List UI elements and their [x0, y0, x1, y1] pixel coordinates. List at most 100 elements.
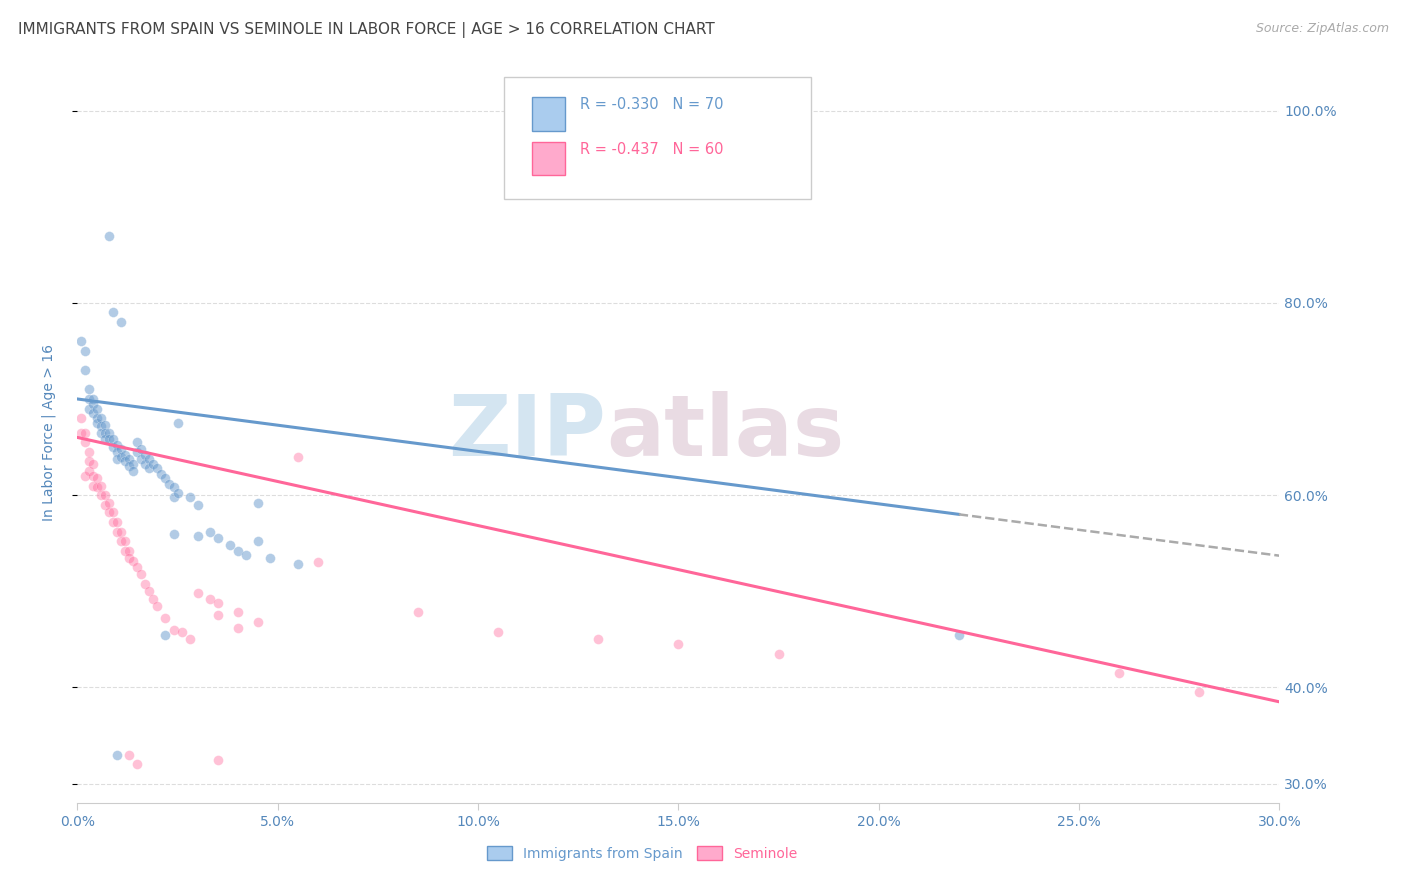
Point: [114, 448, 136, 462]
Point: [110, 442, 132, 456]
Point: [79, 392, 101, 406]
Point: [134, 448, 156, 462]
Point: [138, 584, 160, 599]
Point: [207, 532, 229, 546]
Point: [82, 397, 104, 411]
Point: [179, 490, 201, 504]
Point: [86, 411, 108, 425]
Point: [79, 464, 101, 478]
Point: [110, 450, 132, 464]
Point: [287, 450, 309, 464]
Point: [131, 442, 153, 456]
Point: [235, 548, 257, 562]
Point: [118, 544, 141, 558]
Point: [118, 747, 141, 762]
Point: [122, 553, 145, 567]
Point: [155, 611, 177, 625]
Point: [127, 560, 149, 574]
Text: R = -0.437   N = 60: R = -0.437 N = 60: [579, 142, 723, 157]
Point: [142, 591, 165, 606]
Point: [1108, 665, 1130, 680]
Point: [98, 505, 121, 519]
Point: [118, 459, 141, 474]
Point: [70, 411, 93, 425]
Point: [166, 486, 188, 500]
Point: [98, 228, 121, 243]
Point: [131, 566, 153, 581]
Point: [103, 440, 125, 454]
Point: [90, 425, 112, 440]
Point: [90, 411, 112, 425]
Point: [70, 425, 93, 440]
Point: [82, 458, 104, 472]
Point: [198, 524, 221, 539]
Point: [127, 445, 149, 459]
Text: IMMIGRANTS FROM SPAIN VS SEMINOLE IN LABOR FORCE | AGE > 16 CORRELATION CHART: IMMIGRANTS FROM SPAIN VS SEMINOLE IN LAB…: [18, 22, 716, 38]
Point: [75, 425, 97, 440]
Point: [118, 451, 141, 466]
Point: [94, 425, 117, 440]
Point: [146, 599, 169, 613]
Point: [170, 624, 193, 639]
Point: [98, 425, 121, 440]
Point: [162, 526, 184, 541]
Point: [246, 534, 269, 549]
Point: [86, 471, 108, 485]
Point: [146, 461, 169, 475]
Point: [82, 392, 104, 406]
Point: [948, 627, 970, 641]
Point: [122, 464, 145, 478]
Point: [246, 615, 269, 629]
FancyBboxPatch shape: [505, 78, 811, 200]
Point: [150, 467, 173, 481]
Point: [90, 478, 112, 492]
Point: [118, 550, 141, 565]
Legend: Immigrants from Spain, Seminole: Immigrants from Spain, Seminole: [482, 840, 803, 866]
Point: [79, 454, 101, 468]
Point: [98, 433, 121, 447]
Point: [486, 624, 509, 639]
Point: [187, 498, 209, 512]
Point: [138, 461, 160, 475]
Point: [82, 469, 104, 483]
Point: [187, 586, 209, 600]
Point: [127, 757, 149, 772]
Text: atlas: atlas: [606, 391, 845, 475]
Point: [110, 524, 132, 539]
Point: [226, 544, 249, 558]
Point: [114, 544, 136, 558]
Point: [307, 556, 329, 570]
Point: [207, 596, 229, 610]
Point: [75, 469, 97, 483]
Point: [94, 433, 117, 447]
Point: [198, 591, 221, 606]
Point: [82, 478, 104, 492]
Point: [134, 458, 156, 472]
Point: [179, 632, 201, 647]
Point: [155, 627, 177, 641]
Point: [75, 363, 97, 377]
Point: [159, 476, 181, 491]
Point: [187, 528, 209, 542]
Point: [103, 515, 125, 529]
Text: ZIP: ZIP: [449, 391, 606, 475]
Point: [94, 498, 117, 512]
Point: [103, 505, 125, 519]
Point: [103, 305, 125, 319]
Point: [79, 401, 101, 416]
Point: [588, 632, 610, 647]
Point: [138, 451, 160, 466]
Point: [259, 550, 281, 565]
Point: [114, 454, 136, 468]
Point: [122, 458, 145, 472]
Point: [107, 515, 129, 529]
Point: [668, 637, 690, 651]
Point: [94, 417, 117, 432]
Point: [103, 433, 125, 447]
Point: [107, 524, 129, 539]
Point: [79, 445, 101, 459]
Y-axis label: In Labor Force | Age > 16: In Labor Force | Age > 16: [42, 344, 56, 521]
Point: [107, 438, 129, 452]
Point: [1188, 685, 1211, 699]
Point: [114, 534, 136, 549]
